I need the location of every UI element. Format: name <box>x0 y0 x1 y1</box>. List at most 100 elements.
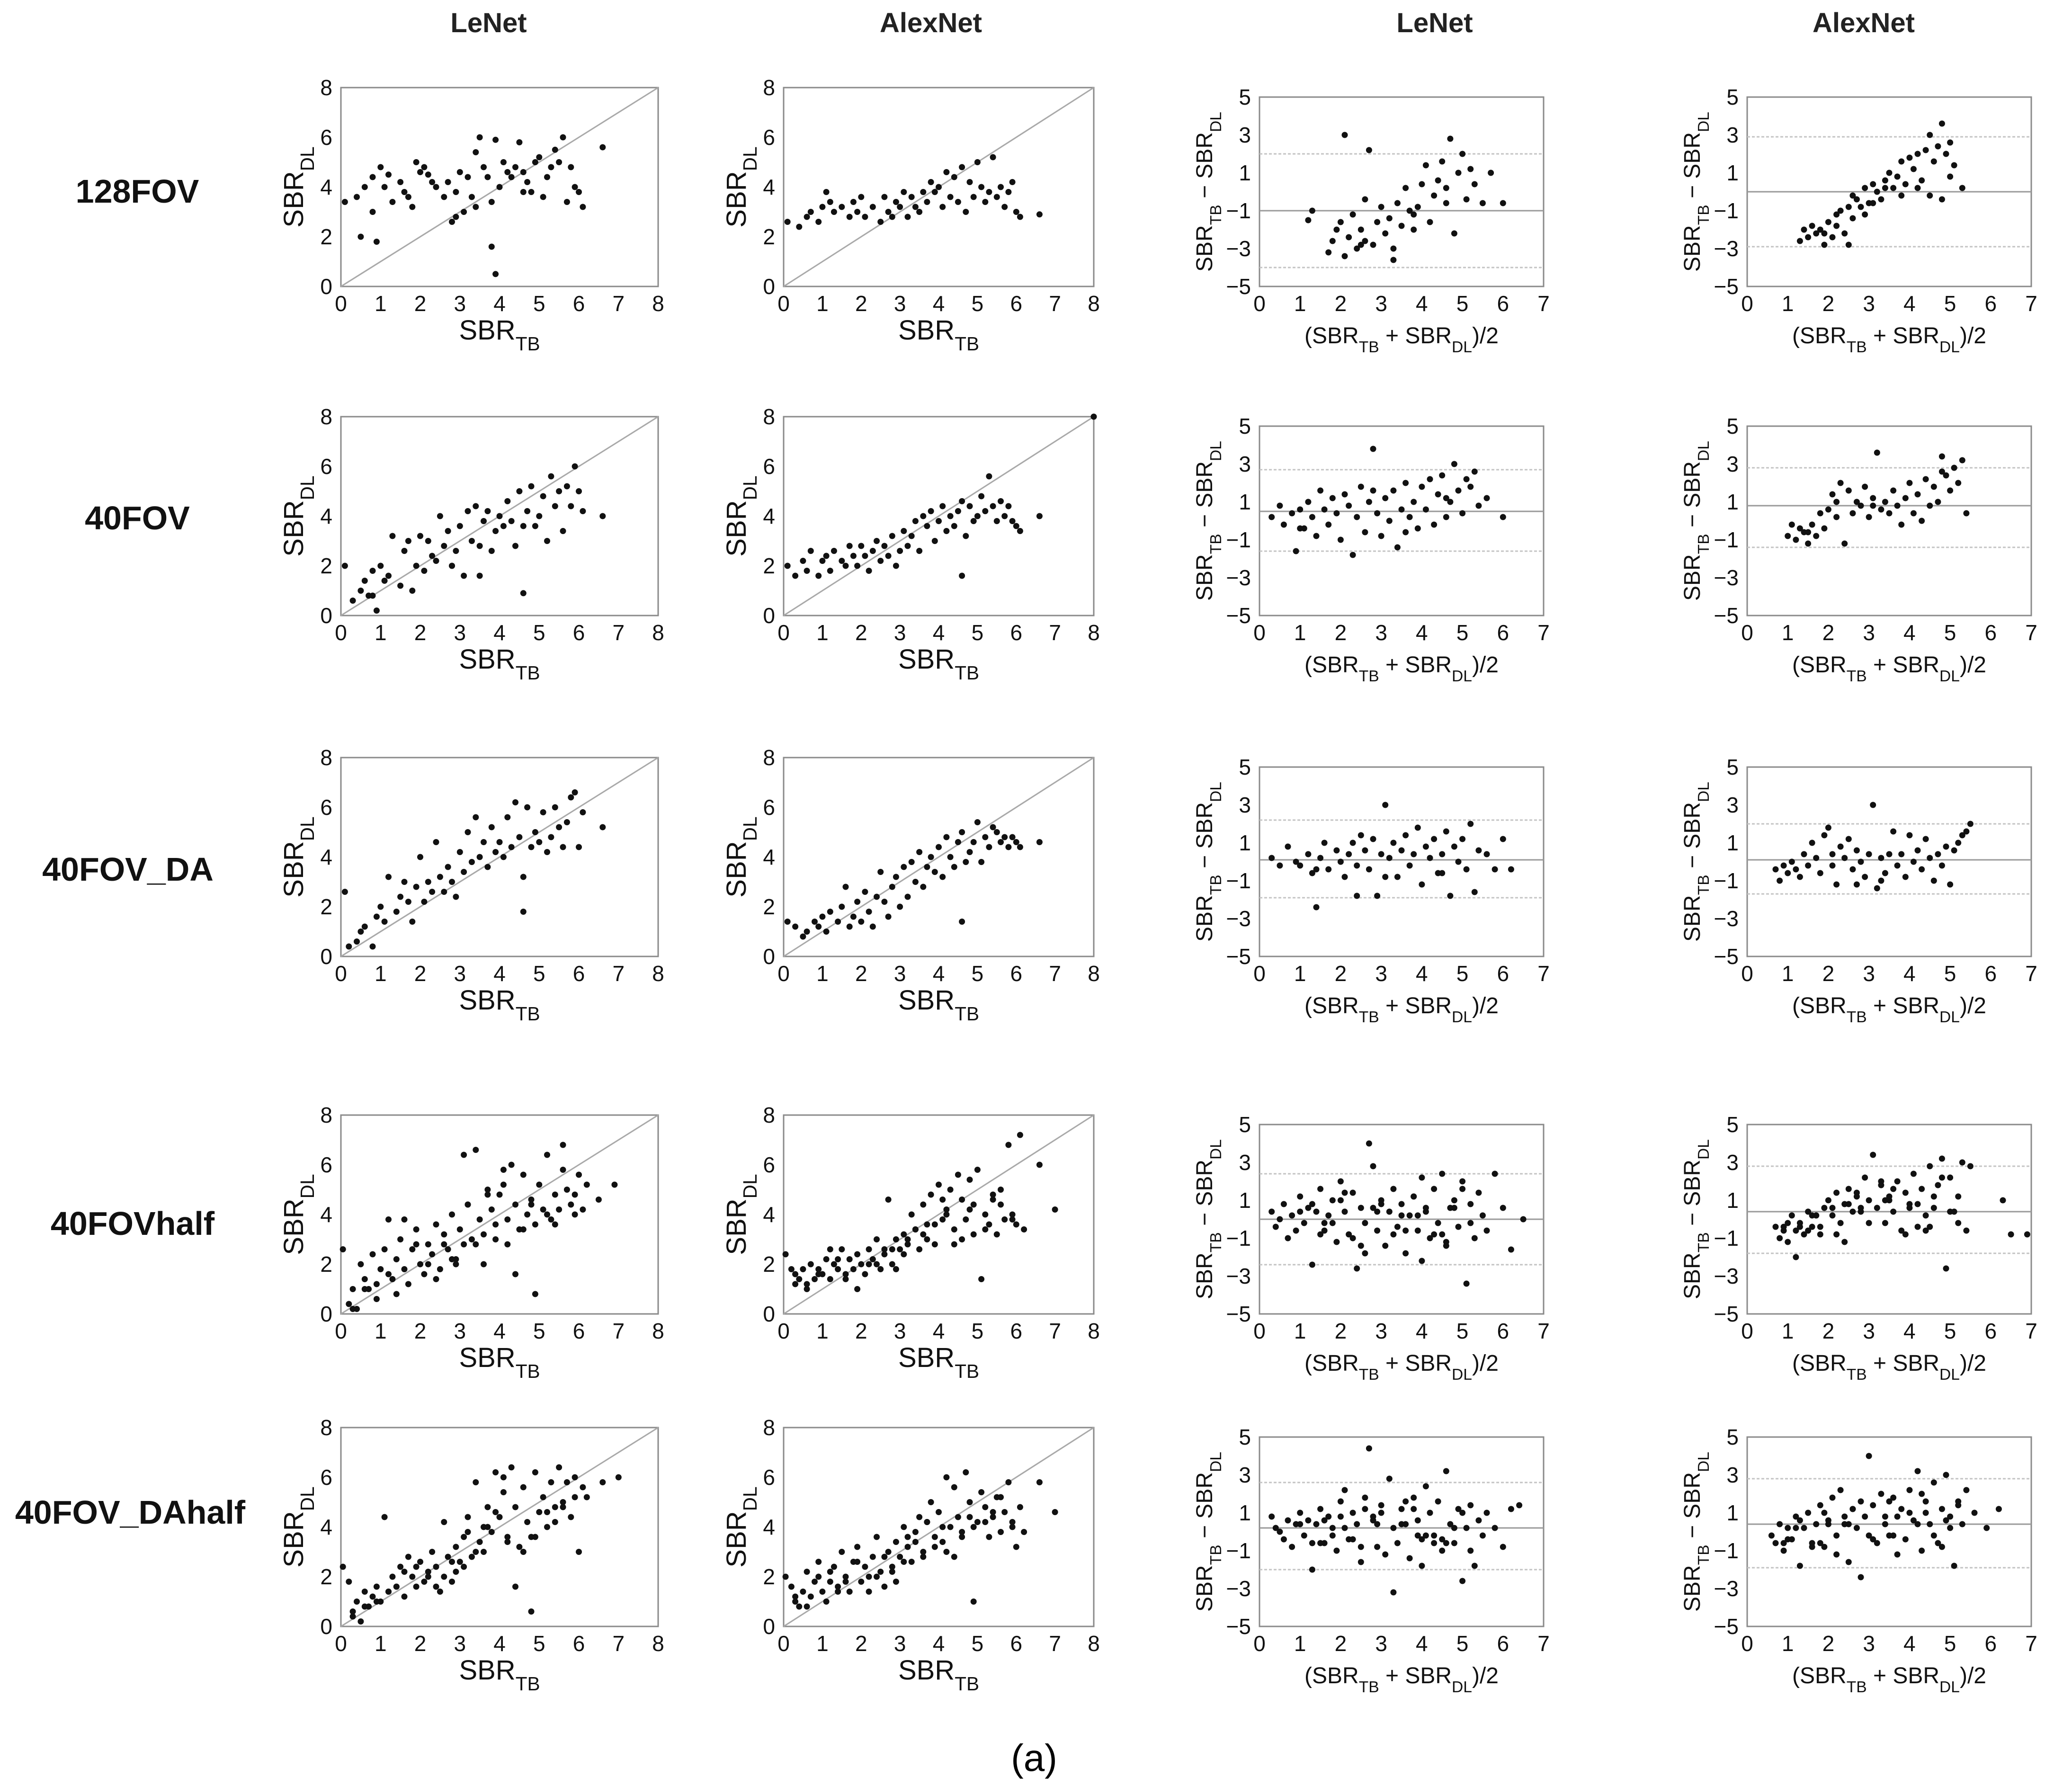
data-point <box>1780 1547 1787 1554</box>
data-point <box>520 1484 527 1491</box>
data-point <box>413 1583 420 1590</box>
data-point <box>389 533 396 539</box>
data-point <box>1821 832 1828 839</box>
y-tick-label: 6 <box>320 454 332 479</box>
x-tick-label: 4 <box>1416 961 1428 986</box>
data-point <box>425 1573 431 1580</box>
data-point <box>889 1569 895 1575</box>
data-point <box>804 1281 810 1287</box>
data-point <box>1374 1208 1381 1215</box>
plot-frame <box>783 416 1095 616</box>
data-point <box>1849 866 1856 873</box>
data-point <box>401 1216 408 1223</box>
data-point <box>580 809 586 815</box>
data-point <box>1431 521 1438 528</box>
x-tick-label: 6 <box>1984 1319 1997 1343</box>
data-point <box>484 174 491 180</box>
data-point <box>804 1603 810 1610</box>
data-point <box>1052 1509 1058 1515</box>
data-point <box>1414 204 1421 210</box>
data-point <box>361 578 368 584</box>
data-point <box>792 923 799 930</box>
data-point <box>901 528 907 534</box>
data-point <box>504 1241 511 1248</box>
data-point <box>552 1519 558 1525</box>
data-point <box>1878 196 1884 203</box>
data-point <box>1906 1509 1913 1516</box>
data-point <box>1459 510 1466 517</box>
data-point <box>1910 858 1917 865</box>
data-point <box>858 194 865 200</box>
data-point <box>1914 1521 1921 1527</box>
data-point <box>912 879 919 885</box>
x-tick-label: 4 <box>1903 1319 1916 1343</box>
data-point <box>889 214 895 220</box>
data-point <box>560 1504 566 1510</box>
data-point <box>441 1519 447 1525</box>
x-tick-label: 0 <box>777 1319 790 1343</box>
y-tick-label: 5 <box>1726 414 1739 438</box>
x-tick-label: 7 <box>1537 620 1550 645</box>
data-point <box>453 189 459 195</box>
data-point <box>901 1251 907 1258</box>
data-point <box>413 1563 420 1570</box>
data-point <box>1451 843 1457 850</box>
data-point <box>846 214 853 220</box>
data-point <box>500 523 507 529</box>
y-tick-label: −3 <box>1714 1576 1739 1601</box>
data-point <box>1947 173 1954 180</box>
data-point <box>877 558 884 564</box>
data-point <box>1419 1536 1425 1543</box>
x-tick-label: 6 <box>1497 291 1509 316</box>
data-point <box>1785 1525 1791 1531</box>
x-tick-label: 0 <box>1741 620 1753 645</box>
data-point <box>1894 1551 1901 1558</box>
data-point <box>978 184 985 190</box>
x-tick-label: 1 <box>375 291 387 316</box>
data-point <box>413 563 420 569</box>
plot-frame <box>1259 96 1545 287</box>
x-tick-label: 8 <box>1088 961 1100 986</box>
data-point <box>1451 1525 1457 1531</box>
y-tick-label: 3 <box>1239 123 1251 147</box>
data-point <box>1382 495 1389 501</box>
y-tick-label: 2 <box>320 554 332 578</box>
data-point <box>464 1529 471 1535</box>
data-point <box>1341 1525 1348 1531</box>
data-point <box>1398 1506 1405 1512</box>
data-point <box>1849 1506 1856 1512</box>
data-point <box>955 199 961 205</box>
y-tick-label: 2 <box>763 1564 775 1589</box>
data-point <box>1914 1468 1921 1474</box>
data-point <box>1922 1227 1929 1234</box>
data-point <box>1297 506 1304 513</box>
data-point <box>572 1191 578 1198</box>
data-point <box>990 824 996 830</box>
data-point <box>548 1216 554 1223</box>
data-point <box>456 849 463 855</box>
data-point <box>1378 204 1384 210</box>
data-point <box>1935 1540 1941 1546</box>
data-point <box>1411 226 1417 233</box>
data-point <box>385 874 392 880</box>
x-tick-label: 7 <box>1537 1631 1550 1656</box>
data-point <box>1858 502 1864 509</box>
data-point <box>1309 1201 1315 1207</box>
plot-frame <box>1746 1124 2032 1315</box>
data-point <box>393 1256 400 1262</box>
data-point <box>421 899 428 905</box>
data-point <box>924 864 930 870</box>
data-point <box>1427 1235 1433 1241</box>
data-point <box>544 1509 550 1515</box>
data-point <box>1337 1178 1344 1185</box>
data-point <box>1772 1223 1779 1230</box>
y-axis-label: SBRTB − SBRDL <box>1192 1452 1225 1612</box>
data-point <box>1805 1509 1812 1516</box>
data-point <box>461 209 467 215</box>
data-point <box>1906 1487 1913 1493</box>
x-tick-label: 5 <box>533 1319 545 1343</box>
data-point <box>1922 476 1929 482</box>
data-point <box>377 1266 384 1272</box>
data-point <box>1321 1227 1328 1234</box>
